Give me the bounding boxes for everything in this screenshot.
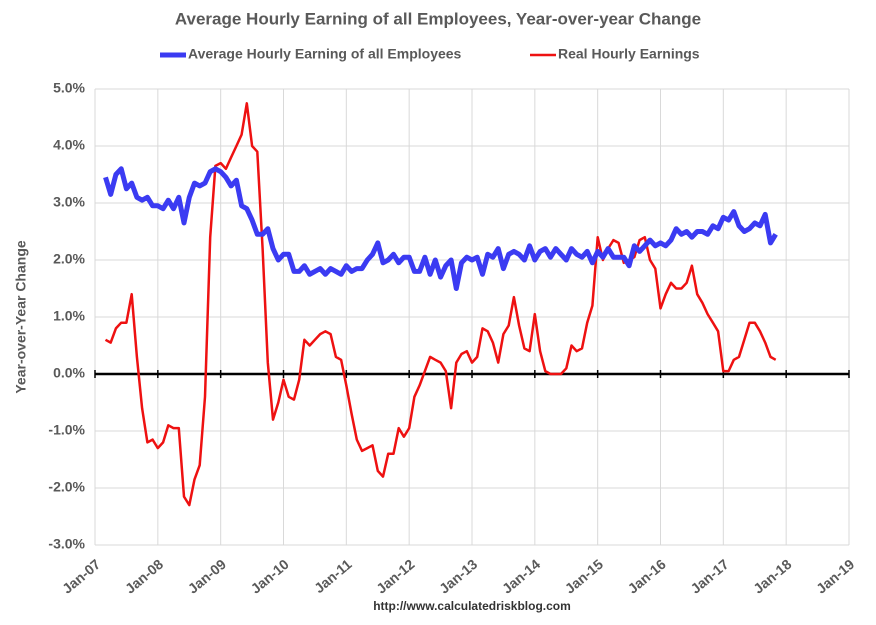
source: http://www.calculatedriskblog.com (373, 599, 571, 613)
x-tick-label: Jan-18 (750, 556, 794, 597)
x-tick-label: Jan-14 (499, 556, 543, 597)
series-line (103, 166, 778, 291)
x-tick-label: Jan-13 (436, 556, 480, 597)
y-tick-label: 0.0% (53, 365, 85, 381)
x-tick-label: Jan-08 (122, 556, 166, 597)
y-tick-label: 1.0% (53, 308, 85, 324)
y-tick-label: -3.0% (48, 536, 85, 552)
x-tick-label: Jan-17 (687, 556, 731, 597)
x-tick-label: Jan-07 (59, 556, 103, 597)
y-axis-label: Year-over-Year Change (13, 240, 29, 394)
legend-label: Average Hourly Earning of all Employees (188, 46, 462, 62)
x-tick-label: Jan-12 (373, 556, 417, 597)
x-tick-label: Jan-10 (248, 556, 292, 597)
y-tick-label: 5.0% (53, 80, 85, 96)
x-tick-label: Jan-16 (625, 556, 669, 597)
x-tick-label: Jan-11 (311, 556, 355, 596)
chart-title: Average Hourly Earning of all Employees,… (175, 9, 701, 28)
legend-label: Real Hourly Earnings (558, 46, 700, 62)
x-tick-label: Jan-09 (185, 556, 229, 597)
y-tick-label: 3.0% (53, 194, 85, 210)
x-tick-label: Jan-19 (813, 556, 857, 597)
y-tick-label: -1.0% (48, 422, 85, 438)
y-tick-label: -2.0% (48, 479, 85, 495)
y-tick-label: 2.0% (53, 251, 85, 267)
series-line (104, 102, 777, 507)
x-tick-label: Jan-15 (562, 556, 606, 597)
y-tick-label: 4.0% (53, 137, 85, 153)
